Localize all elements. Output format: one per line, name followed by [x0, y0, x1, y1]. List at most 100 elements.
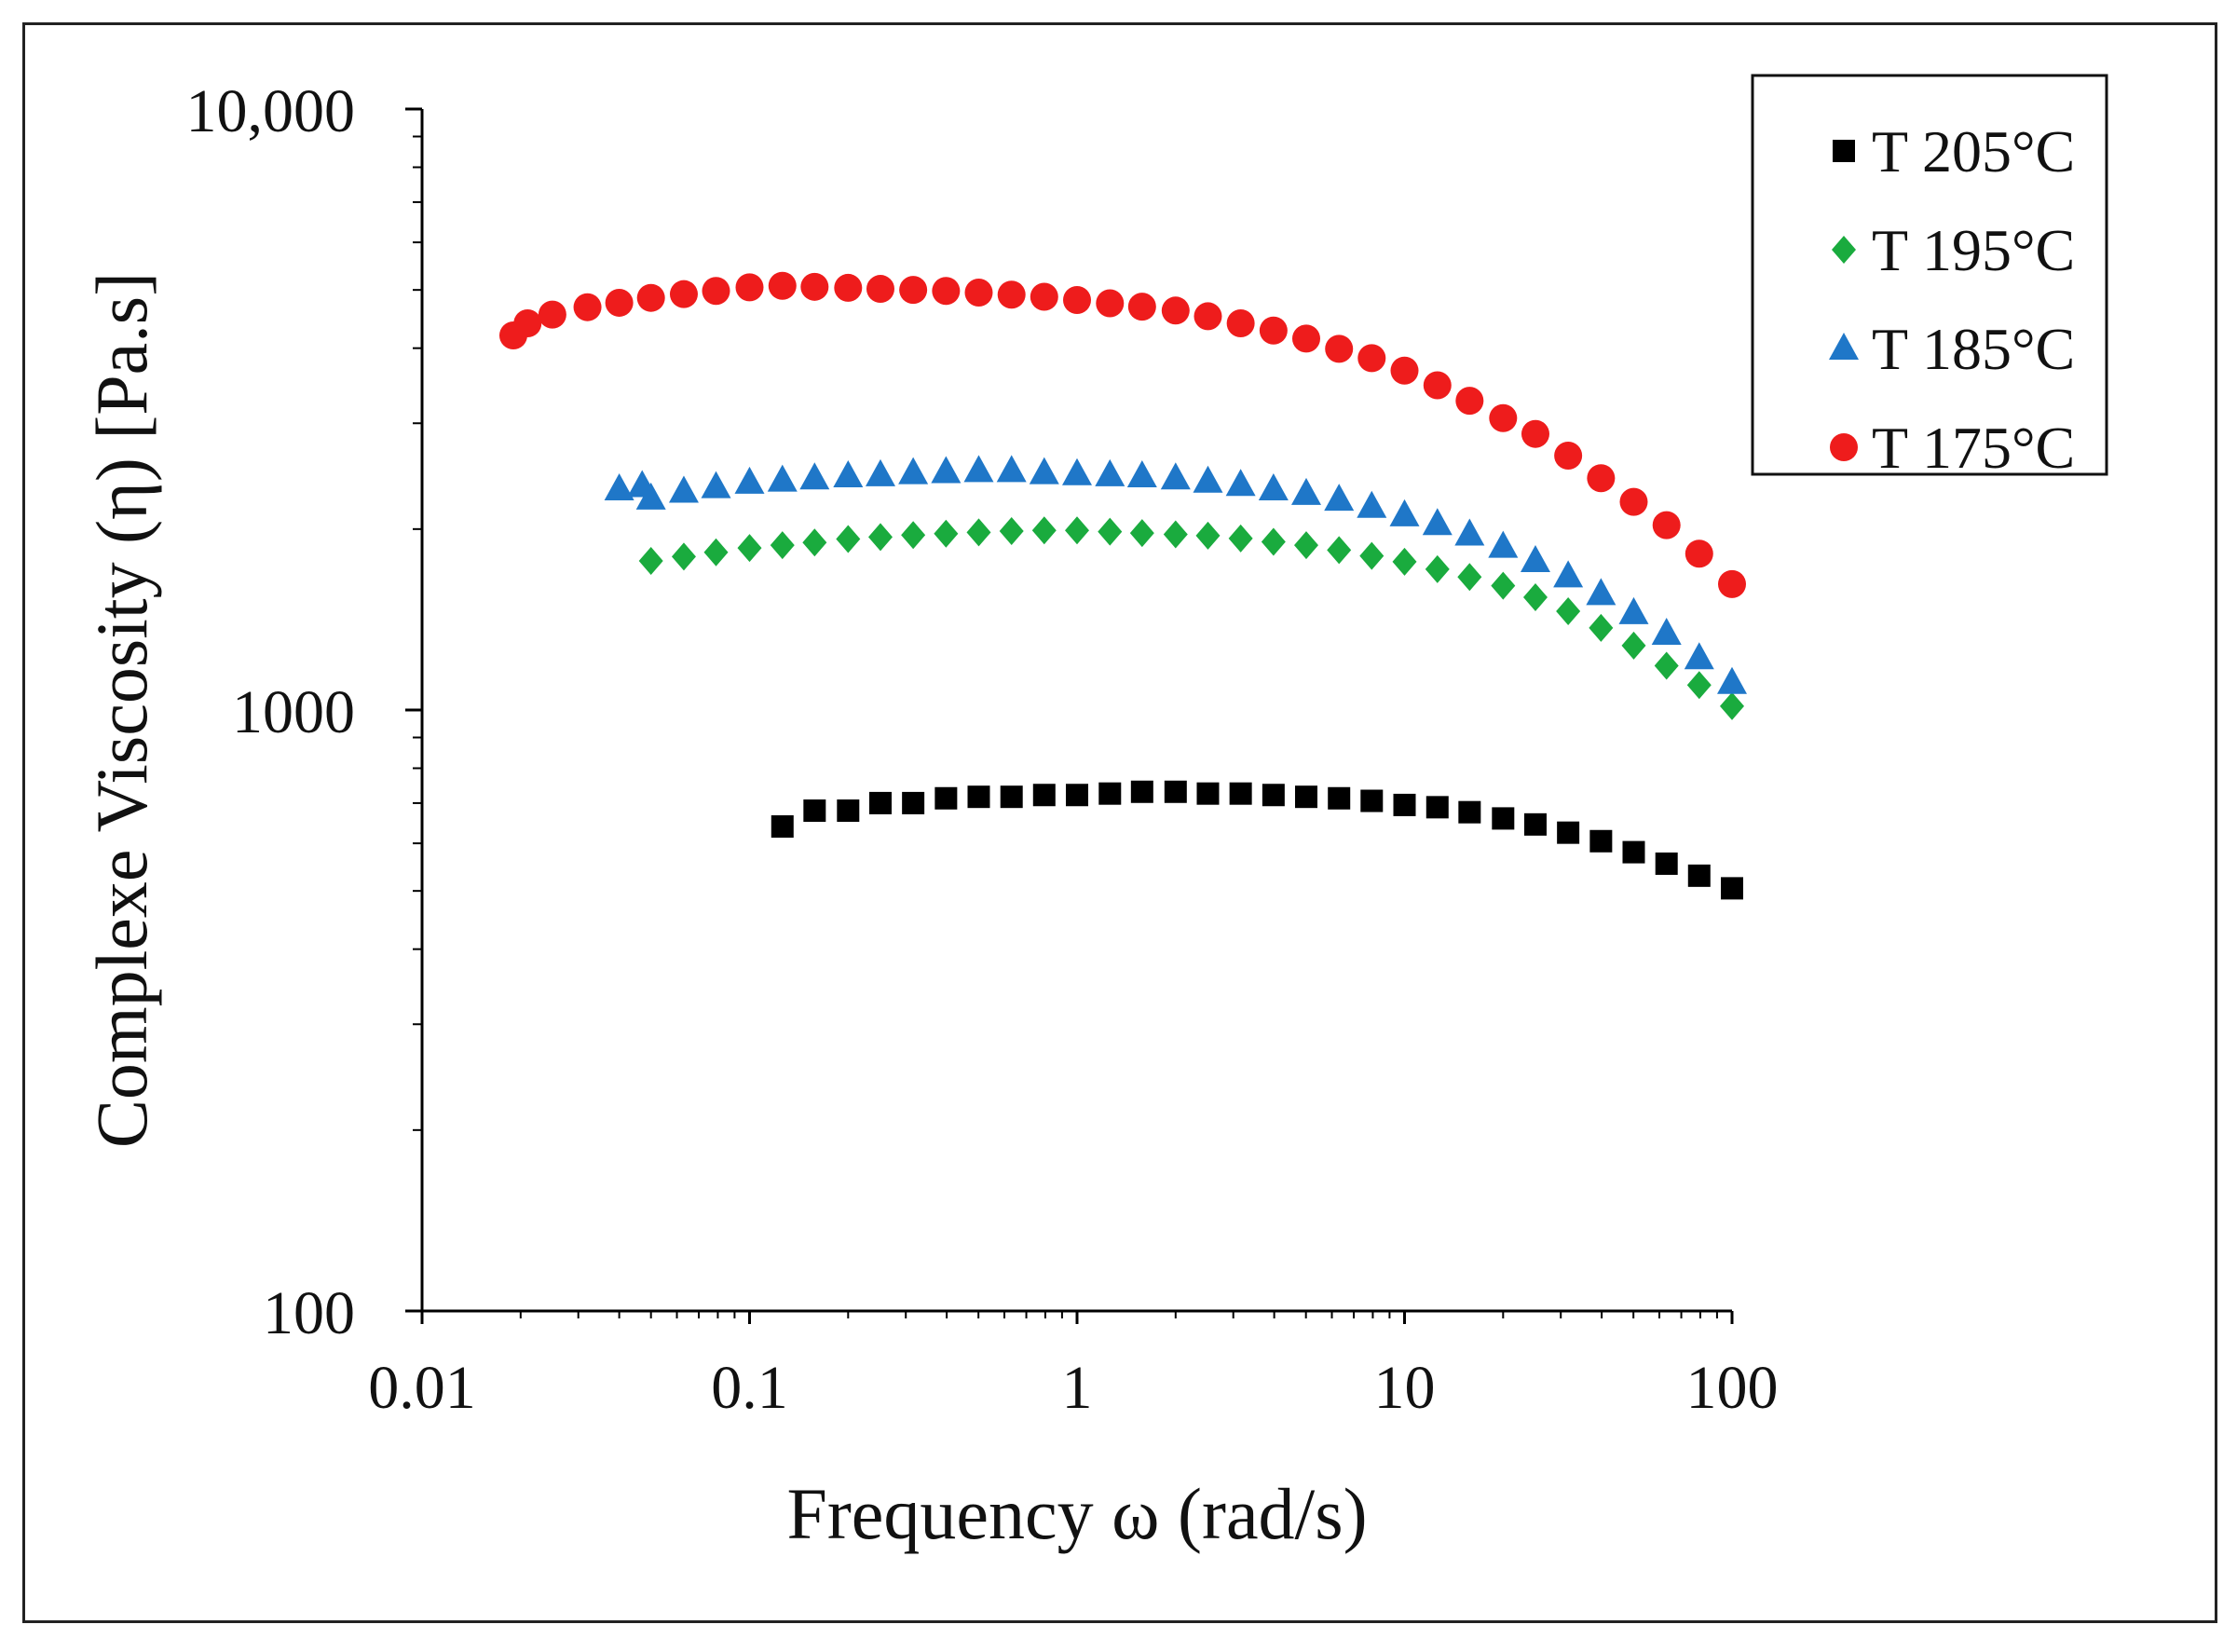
data-point [1031, 516, 1057, 545]
data-point [964, 278, 993, 307]
data-point [1357, 344, 1386, 373]
data-point [703, 538, 729, 567]
data-point [1129, 519, 1154, 548]
data-point [1225, 469, 1256, 497]
data-point [966, 518, 991, 547]
data-point [1160, 462, 1191, 490]
x-axis-title: Frequency ω (rad/s) [786, 1473, 1367, 1554]
data-point [1389, 498, 1420, 526]
data-point [513, 308, 542, 337]
data-point [902, 791, 925, 814]
y-tick-label: 10,000 [186, 77, 356, 145]
data-point [1684, 642, 1714, 670]
data-point [734, 466, 765, 494]
x-tick-label: 100 [1686, 1354, 1779, 1422]
data-point [1553, 560, 1584, 588]
data-point [800, 272, 829, 301]
data-point [837, 799, 860, 823]
data-point [1556, 596, 1581, 625]
data-point [604, 473, 634, 501]
data-point [802, 528, 827, 557]
data-point [866, 275, 894, 304]
data-point [1718, 569, 1746, 598]
data-point [701, 471, 731, 498]
data-point [573, 293, 602, 321]
axes: 0.01 0.1 1 10 100 100 1000 10,000 [186, 77, 1779, 1422]
legend-label: T 185°C [1872, 316, 2075, 382]
data-point [1687, 864, 1711, 887]
data-point [1062, 457, 1092, 485]
data-point [1655, 852, 1678, 875]
data-point [1720, 691, 1744, 720]
x-tick-label: 1 [1062, 1354, 1093, 1422]
data-point [1423, 371, 1452, 400]
data-point [1422, 508, 1453, 536]
data-point [767, 464, 798, 492]
data-point [1228, 524, 1253, 553]
data-point [1095, 458, 1125, 486]
data-point [1523, 812, 1547, 836]
data-point [932, 277, 961, 306]
series-diamond [638, 516, 1744, 720]
data-point [735, 273, 764, 302]
data-point [605, 288, 634, 317]
data-point [865, 458, 895, 486]
data-point [1261, 527, 1286, 556]
data-point [934, 519, 959, 548]
x-ticks: 0.01 0.1 1 10 100 [368, 1311, 1779, 1422]
data-point [1359, 541, 1384, 570]
data-point [1063, 286, 1091, 315]
legend-items: T 205°C T 195°C T 185°C T 175°C [1829, 118, 2075, 481]
legend-marker-diamond [1832, 236, 1856, 264]
data-point [836, 525, 861, 553]
data-point [1360, 789, 1384, 812]
data-point [997, 280, 1026, 309]
data-point [1425, 796, 1449, 819]
legend-label: T 195°C [1872, 217, 2075, 283]
data-point [1458, 800, 1481, 824]
data-point [1390, 356, 1419, 385]
data-point [1291, 324, 1320, 353]
data-point [770, 531, 795, 560]
data-point [1196, 782, 1220, 805]
data-point [1488, 530, 1519, 558]
legend-marker-circle [1830, 433, 1858, 461]
data-point [1098, 517, 1123, 546]
data-point [1557, 821, 1580, 844]
data-point [834, 273, 863, 302]
data-point [901, 521, 926, 550]
data-point [1229, 782, 1252, 805]
data-point [1258, 473, 1289, 501]
data-point [1293, 531, 1318, 560]
data-point [1065, 516, 1089, 545]
data-point [1290, 477, 1321, 505]
data-point [1392, 547, 1417, 576]
data-point [1619, 487, 1648, 516]
data-point [768, 271, 797, 300]
data-point [1717, 666, 1747, 694]
data-point [1491, 571, 1516, 600]
data-point [1489, 403, 1518, 432]
data-point [1521, 419, 1549, 448]
data-point [867, 523, 893, 552]
data-point [1492, 807, 1515, 830]
data-point [1393, 793, 1416, 816]
series-triangle [604, 455, 1747, 694]
data-point [1328, 786, 1351, 810]
data-point [1455, 387, 1484, 416]
data-point [1127, 293, 1156, 321]
legend-label: T 175°C [1872, 415, 2075, 481]
data-point [1457, 563, 1482, 592]
data-point [963, 455, 994, 483]
data-point [1327, 536, 1352, 565]
data-markers [498, 271, 1747, 900]
data-point [1522, 583, 1548, 612]
data-point [1096, 289, 1125, 318]
data-point [702, 277, 730, 306]
data-point [1520, 545, 1550, 573]
data-point [1554, 442, 1583, 471]
data-point [1622, 840, 1645, 864]
data-point [1621, 631, 1646, 660]
y-axis-title: Complexe Viscosity (η) [Pa.s] [81, 272, 162, 1148]
data-point [1686, 671, 1712, 700]
